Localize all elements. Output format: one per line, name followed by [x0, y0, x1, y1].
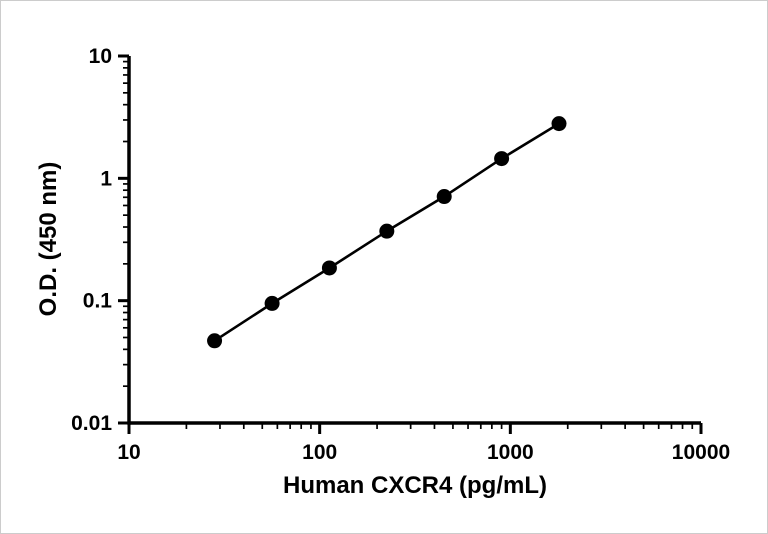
y-tick-label: 1 [100, 167, 112, 190]
data-point [321, 260, 337, 276]
x-tick-label: 100 [302, 441, 337, 464]
x-tick-label: 10000 [672, 441, 730, 464]
y-axis-label: O.D. (450 nm) [35, 162, 62, 317]
y-tick-label: 0.01 [71, 412, 112, 435]
data-point [551, 116, 567, 132]
data-point [494, 151, 510, 167]
x-axis-label: Human CXCR4 (pg/mL) [283, 472, 547, 499]
y-tick-label: 10 [89, 45, 112, 68]
data-point [207, 333, 223, 349]
data-point [436, 189, 452, 205]
x-tick-label: 1000 [487, 441, 534, 464]
y-tick-label: 0.1 [83, 290, 113, 313]
data-point [264, 295, 280, 311]
data-point [379, 223, 395, 239]
x-tick-label: 10 [117, 441, 140, 464]
